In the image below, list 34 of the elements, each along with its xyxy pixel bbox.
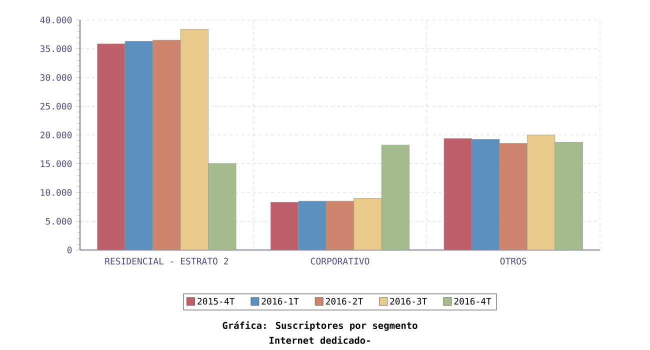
y-tick-label: 30.000 xyxy=(40,74,72,81)
legend-label: 2015-4T xyxy=(198,298,235,305)
bar xyxy=(270,202,299,250)
text: Internet dedicado- xyxy=(270,336,370,344)
x-tick-label: OTROS xyxy=(500,258,526,265)
x-tick-label: CORPORATIVO xyxy=(310,258,370,265)
bar xyxy=(472,139,500,250)
bar xyxy=(499,143,528,250)
bar xyxy=(97,44,126,250)
bar xyxy=(180,29,208,250)
x-tick-label: RESIDENCIAL - ESTRATO 2 xyxy=(105,258,228,265)
y-tick-label: 40.000 xyxy=(40,16,72,24)
legend-label: 2016-3T xyxy=(390,298,428,305)
legend-label: 2016-1T xyxy=(262,298,299,305)
bar xyxy=(298,200,326,250)
bar xyxy=(152,40,181,250)
y-tick-label: 10.000 xyxy=(40,189,72,196)
legend-label: 2016-2T xyxy=(326,298,363,305)
bar xyxy=(444,138,472,250)
y-tick-label: 5.000 xyxy=(46,218,72,225)
bar xyxy=(354,198,382,250)
text: Gráfica: Suscriptores por segmento xyxy=(222,321,418,331)
bar xyxy=(208,163,236,250)
legend-label: 2016-4T xyxy=(454,298,492,305)
bar xyxy=(381,144,410,250)
bar xyxy=(326,200,354,250)
y-tick-label: 15.000 xyxy=(40,160,72,168)
y-tick-label: 25.000 xyxy=(40,102,72,110)
y-tick-label: 20.000 xyxy=(40,132,72,138)
bar xyxy=(554,142,583,250)
y-tick-label: 35.000 xyxy=(40,45,72,52)
bar xyxy=(527,134,556,250)
y-tick-label: 0 xyxy=(67,246,72,254)
bar xyxy=(124,41,154,250)
